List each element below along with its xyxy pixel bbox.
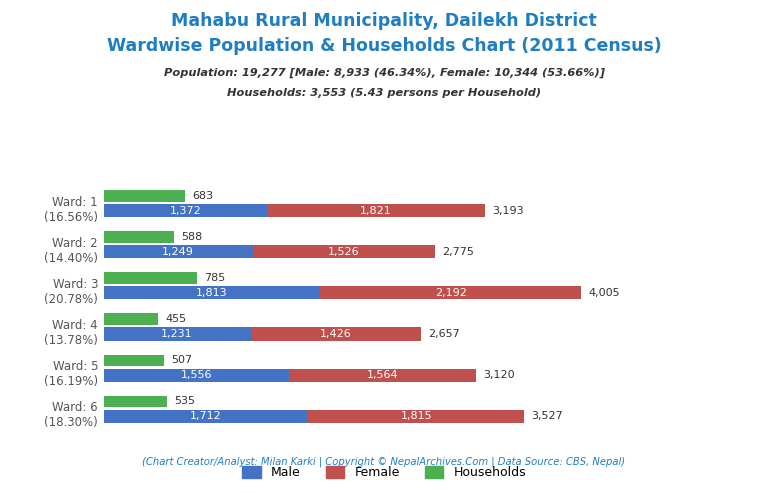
Bar — [253, 245, 435, 258]
Text: 3,527: 3,527 — [531, 411, 563, 421]
Text: 1,556: 1,556 — [180, 370, 212, 380]
Bar — [104, 272, 197, 284]
Text: Mahabu Rural Municipality, Dailekh District: Mahabu Rural Municipality, Dailekh Distr… — [171, 12, 597, 31]
Text: 1,526: 1,526 — [328, 247, 359, 257]
Bar — [104, 286, 320, 299]
Text: (Chart Creator/Analyst: Milan Karki | Copyright © NepalArchives.Com | Data Sourc: (Chart Creator/Analyst: Milan Karki | Co… — [142, 456, 626, 466]
Bar — [104, 354, 164, 366]
Bar — [104, 245, 253, 258]
Bar — [104, 231, 174, 243]
Text: 3,120: 3,120 — [483, 370, 515, 380]
Text: Households: 3,553 (5.43 persons per Household): Households: 3,553 (5.43 persons per Hous… — [227, 88, 541, 98]
Text: 2,657: 2,657 — [428, 329, 459, 339]
Text: 3,193: 3,193 — [492, 206, 523, 216]
Bar — [104, 314, 158, 325]
Text: 1,564: 1,564 — [367, 370, 399, 380]
Text: 683: 683 — [192, 191, 214, 201]
Bar — [104, 410, 308, 423]
Text: 535: 535 — [174, 396, 196, 406]
Text: Wardwise Population & Households Chart (2011 Census): Wardwise Population & Households Chart (… — [107, 37, 661, 55]
Text: 2,192: 2,192 — [435, 288, 467, 298]
Text: 1,813: 1,813 — [196, 288, 227, 298]
Text: 4,005: 4,005 — [588, 288, 621, 298]
Bar — [104, 190, 185, 202]
Bar — [267, 204, 485, 217]
Text: 588: 588 — [181, 232, 202, 242]
Bar — [290, 369, 476, 382]
Legend: Male, Female, Households: Male, Female, Households — [237, 461, 531, 484]
Text: 1,426: 1,426 — [319, 329, 352, 339]
Bar — [308, 410, 525, 423]
Bar — [250, 327, 421, 341]
Bar — [104, 327, 250, 341]
Text: 1,712: 1,712 — [190, 411, 222, 421]
Text: 455: 455 — [165, 314, 186, 324]
Text: Population: 19,277 [Male: 8,933 (46.34%), Female: 10,344 (53.66%)]: Population: 19,277 [Male: 8,933 (46.34%)… — [164, 68, 604, 78]
Text: 1,249: 1,249 — [162, 247, 194, 257]
Text: 1,372: 1,372 — [170, 206, 201, 216]
Bar — [104, 204, 267, 217]
Text: 507: 507 — [171, 355, 193, 365]
Text: 2,775: 2,775 — [442, 247, 474, 257]
Text: 1,821: 1,821 — [360, 206, 392, 216]
Text: 1,231: 1,231 — [161, 329, 193, 339]
Text: 785: 785 — [204, 273, 226, 283]
Bar — [104, 395, 167, 407]
Bar — [320, 286, 581, 299]
Text: 1,815: 1,815 — [400, 411, 432, 421]
Bar — [104, 369, 290, 382]
